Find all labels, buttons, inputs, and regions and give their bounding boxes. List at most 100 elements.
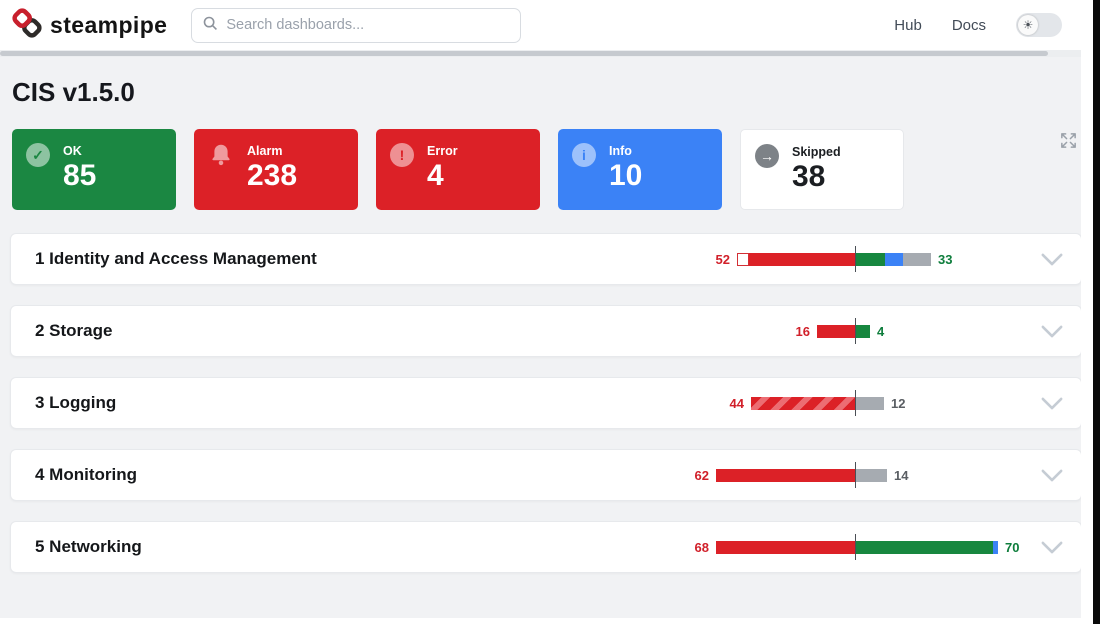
pass-count-label: 70 [1005, 539, 1020, 555]
search-input[interactable] [226, 17, 511, 33]
pass-count-label: 33 [938, 251, 953, 267]
dashboard-main: CIS v1.5.0 ✓ OK 85 Alarm 238! Error 4 i Info 10 → S… [0, 57, 1082, 573]
expand-fullscreen-icon[interactable] [1059, 131, 1078, 155]
chevron-down-icon[interactable] [1041, 541, 1063, 554]
status-bar-fail-side: 68 [692, 540, 855, 555]
chevron-down-icon[interactable] [1041, 253, 1063, 266]
bar-segment-info [885, 252, 903, 266]
bar-segment-skipped [856, 468, 887, 482]
steampipe-logo-icon [12, 7, 42, 43]
card-label: OK [63, 144, 82, 158]
fail-count-label: 68 [694, 539, 709, 555]
chevron-down-icon[interactable] [1041, 325, 1063, 338]
status-bar-pass-side: 33 [856, 252, 1019, 267]
status-bar-pass-side: 70 [856, 540, 1019, 555]
card-value: 10 [609, 159, 643, 192]
nav-link-hub[interactable]: Hub [894, 16, 922, 34]
exclamation-circle-icon: ! [390, 143, 414, 167]
bar-segment-skipped [856, 396, 884, 410]
pass-count-label: 12 [891, 395, 906, 411]
status-bar: 44 12 [692, 390, 1019, 416]
fail-count-label: 44 [729, 395, 744, 411]
status-bar: 52 33 [692, 246, 1019, 272]
bar-divider-tick [855, 462, 856, 488]
bar-segment-alarm [716, 468, 855, 482]
section-title: 5 Networking [35, 537, 142, 556]
status-bar-fail-side: 62 [692, 468, 855, 483]
bar-segment-ok [856, 324, 870, 338]
card-value: 85 [63, 159, 97, 192]
status-bar: 62 14 [692, 462, 1019, 488]
card-label: Alarm [247, 144, 283, 158]
benchmark-section-row[interactable]: 2 Storage 16 4 [10, 305, 1082, 357]
bar-segment-alarm [716, 540, 855, 554]
status-bar-pass-side: 4 [856, 324, 1019, 339]
bar-segment-alarm-striped [751, 396, 855, 410]
benchmark-sections: 1 Identity and Access Management 52 33 2 St… [10, 233, 1082, 573]
nav-link-docs[interactable]: Docs [951, 16, 986, 34]
benchmark-section-row[interactable]: 5 Networking 68 70 [10, 521, 1082, 573]
card-label: Error [427, 144, 458, 158]
check-circle-icon: ✓ [26, 143, 50, 167]
status-card-skipped[interactable]: → Skipped 38 [740, 129, 904, 210]
bar-segment-info [993, 540, 998, 554]
search-icon [202, 15, 218, 36]
section-title: 2 Storage [35, 321, 113, 340]
status-bar: 16 4 [692, 318, 1019, 344]
section-title: 1 Identity and Access Management [35, 249, 317, 268]
header-nav: Hub Docs ☀ [894, 13, 1062, 37]
status-bar-fail-side: 44 [692, 396, 855, 411]
status-card-error[interactable]: ! Error 4 [376, 129, 540, 210]
benchmark-section-row[interactable]: 3 Logging 44 12 [10, 377, 1082, 429]
sun-icon: ☀ [1018, 15, 1038, 35]
theme-toggle[interactable]: ☀ [1016, 13, 1062, 37]
bar-segment-error [737, 252, 749, 266]
bottom-scrollbar-strip [0, 618, 1093, 624]
bar-divider-tick [855, 318, 856, 344]
bar-segment-alarm [817, 324, 855, 338]
status-summary-cards: ✓ OK 85 Alarm 238! Error 4 i Info 10 → Skipped 38 [10, 129, 1082, 210]
steampipe-logo[interactable]: steampipe [12, 7, 168, 43]
section-title: 4 Monitoring [35, 465, 137, 484]
status-card-alarm[interactable]: Alarm 238 [194, 129, 358, 210]
status-bar-fail-side: 52 [692, 252, 855, 267]
pass-count-label: 14 [894, 467, 909, 483]
card-label: Info [609, 144, 632, 158]
card-value: 238 [247, 159, 298, 192]
bar-segment-ok [856, 540, 993, 554]
chevron-down-icon[interactable] [1041, 469, 1063, 482]
steampipe-wordmark: steampipe [50, 11, 168, 38]
bell-icon [208, 142, 234, 197]
top-header: steampipe Hub Docs ☀ [0, 0, 1082, 50]
card-label: Skipped [792, 145, 841, 159]
status-card-info[interactable]: i Info 10 [558, 129, 722, 210]
chevron-down-icon[interactable] [1041, 397, 1063, 410]
card-value: 4 [427, 159, 444, 192]
pass-count-label: 4 [877, 323, 885, 339]
info-circle-icon: i [572, 143, 596, 167]
benchmark-section-row[interactable]: 4 Monitoring 62 14 [10, 449, 1082, 501]
status-bar-pass-side: 12 [856, 396, 1019, 411]
fail-count-label: 62 [694, 467, 709, 483]
benchmark-section-row[interactable]: 1 Identity and Access Management 52 33 [10, 233, 1082, 285]
card-value: 38 [792, 160, 826, 193]
bar-divider-tick [855, 246, 856, 272]
horizontal-scrollbar-thumb[interactable] [0, 51, 1048, 56]
status-card-ok[interactable]: ✓ OK 85 [12, 129, 176, 210]
bar-segment-ok [856, 252, 885, 266]
bar-divider-tick [855, 534, 856, 560]
bar-segment-alarm [749, 252, 855, 266]
dashboard-search[interactable] [191, 7, 522, 43]
fail-count-label: 16 [795, 323, 810, 339]
status-bar-pass-side: 14 [856, 468, 1019, 483]
bar-segment-skipped [903, 252, 931, 266]
horizontal-scrollbar [0, 50, 1082, 57]
arrow-right-circle-icon: → [755, 144, 779, 168]
fail-count-label: 52 [715, 251, 730, 267]
page-title: CIS v1.5.0 [12, 77, 135, 107]
status-bar: 68 70 [692, 534, 1019, 560]
section-title: 3 Logging [35, 393, 117, 412]
status-bar-fail-side: 16 [692, 324, 855, 339]
vertical-scrollbar-gutter[interactable] [1081, 0, 1093, 624]
